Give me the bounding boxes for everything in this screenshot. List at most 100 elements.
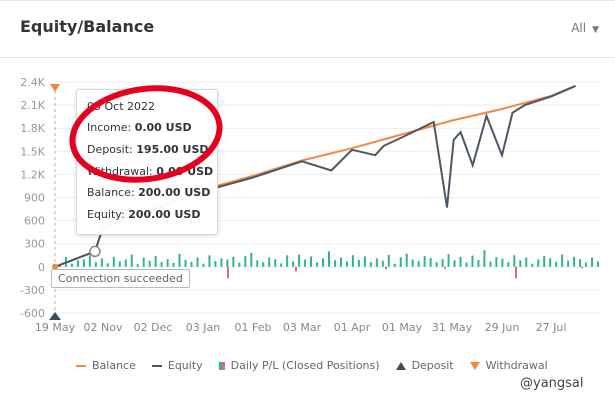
daily-pl-bar [262, 262, 265, 267]
daily-pl-bar [591, 257, 594, 267]
range-label: All [571, 21, 587, 35]
x-tick-label: 01 Apr [334, 321, 371, 334]
daily-pl-bar [537, 259, 540, 267]
daily-pl-bar [489, 261, 492, 267]
daily-pl-bar [70, 263, 73, 267]
daily-pl-loss-bar [581, 266, 583, 269]
y-tick-label: 300 [24, 238, 45, 251]
daily-pl-bar [130, 254, 133, 267]
daily-pl-bar [495, 257, 498, 267]
daily-pl-bar [214, 261, 217, 267]
daily-pl-bar [226, 259, 229, 267]
daily-pl-bar [573, 256, 576, 267]
x-tick-label: 02 Dec [134, 321, 173, 334]
tooltip-income: Income: 0.00 USD [87, 121, 192, 134]
daily-pl-swatch [218, 361, 225, 370]
daily-pl-bar [459, 256, 462, 267]
y-tick-label: 900 [24, 192, 45, 205]
daily-pl-bar [160, 262, 163, 267]
daily-pl-bar [274, 259, 277, 267]
daily-pl-bar [280, 263, 283, 267]
daily-pl-bar [268, 257, 271, 267]
daily-pl-bar [292, 261, 295, 267]
withdrawal-marker [50, 84, 60, 92]
x-tick-label: 01 Feb [235, 321, 272, 334]
daily-pl-bar [88, 255, 91, 267]
x-tick-label: 03 Mar [283, 321, 322, 334]
daily-pl-bar [244, 256, 247, 267]
daily-pl-bar [471, 255, 474, 267]
daily-pl-loss-bar [385, 266, 387, 270]
daily-pl-bar [76, 260, 79, 267]
y-tick-label: 1.2K [20, 168, 45, 181]
hover-point [89, 245, 101, 258]
daily-pl-loss-bar [515, 266, 517, 279]
daily-pl-bar [375, 258, 378, 267]
daily-pl-bar [525, 257, 528, 267]
x-tick-label: 19 May [35, 321, 76, 334]
y-tick-label: 2.1K [20, 99, 45, 112]
daily-pl-bar [124, 259, 127, 267]
legend-daily-pl[interactable]: Daily P/L (Closed Positions) [218, 359, 380, 372]
daily-pl-bar [286, 255, 289, 267]
daily-pl-bar [393, 263, 396, 267]
daily-pl-bar [555, 261, 558, 267]
legend-deposit[interactable]: Deposit [395, 359, 454, 372]
daily-pl-loss-bar [295, 266, 297, 272]
daily-pl-bar [363, 256, 366, 267]
daily-pl-bar [597, 261, 599, 267]
daily-pl-bar [531, 263, 534, 267]
balance-start-point [52, 263, 58, 270]
daily-pl-bar [585, 262, 588, 267]
daily-pl-bar [100, 258, 103, 267]
legend-withdrawal[interactable]: Withdrawal [469, 359, 548, 372]
daily-pl-bar [411, 259, 414, 267]
chevron-down-icon: ▼ [592, 25, 599, 35]
daily-pl-bar [369, 262, 372, 267]
daily-pl-bar [549, 258, 552, 267]
daily-pl-bar [513, 255, 516, 267]
daily-pl-bar [106, 263, 109, 267]
daily-pl-bar [94, 262, 97, 267]
daily-pl-bar [579, 259, 582, 267]
daily-pl-bar [453, 260, 456, 267]
legend-balance[interactable]: Balance [76, 359, 136, 372]
daily-pl-bar [142, 257, 145, 267]
daily-pl-bar [136, 264, 139, 267]
daily-pl-bar [429, 257, 432, 267]
tooltip-equity: Equity: 200.00 USD [87, 208, 201, 221]
chart-legend: Balance Equity Daily P/L (Closed Positio… [76, 359, 564, 372]
daily-pl-bar [339, 257, 342, 267]
tooltip-balance: Balance: 200.00 USD [87, 186, 211, 199]
withdrawal-triangle-icon [469, 361, 480, 370]
range-dropdown[interactable]: All ▼ [571, 21, 599, 35]
daily-pl-bar [381, 260, 384, 267]
daily-pl-bar [543, 256, 546, 267]
deposit-marker [49, 312, 61, 320]
x-tick-label: 29 Jun [485, 321, 520, 334]
daily-pl-bar [166, 259, 169, 267]
daily-pl-bar [328, 251, 330, 267]
daily-pl-bar [423, 256, 426, 267]
daily-pl-bar [59, 265, 61, 267]
daily-pl-bar [477, 259, 480, 267]
daily-pl-loss-bar [444, 266, 446, 269]
red-circle-annotation [69, 85, 223, 183]
daily-pl-bar [345, 261, 348, 267]
y-axis: 2.4K 2.1K 1.8K 1.5K 1.2K 900 600 300 0 -300 -600 [20, 76, 46, 320]
watermark: @yangsal [520, 376, 584, 391]
daily-pl-bar [310, 256, 313, 267]
balance-swatch [76, 364, 86, 367]
daily-pl-bar [178, 253, 181, 267]
y-tick-label: -600 [20, 307, 45, 320]
card-header: Equity/Balance All ▼ [0, 1, 615, 58]
y-tick-label: 600 [24, 215, 45, 228]
daily-pl-bar [441, 259, 444, 267]
y-tick-label: 1.8K [20, 122, 45, 135]
legend-equity[interactable]: Equity [151, 359, 203, 372]
daily-pl-bar [238, 262, 241, 267]
daily-pl-bar [82, 259, 85, 267]
daily-pl-bar [148, 260, 151, 267]
y-tick-label: -300 [20, 284, 45, 297]
daily-pl-bar [112, 256, 115, 267]
